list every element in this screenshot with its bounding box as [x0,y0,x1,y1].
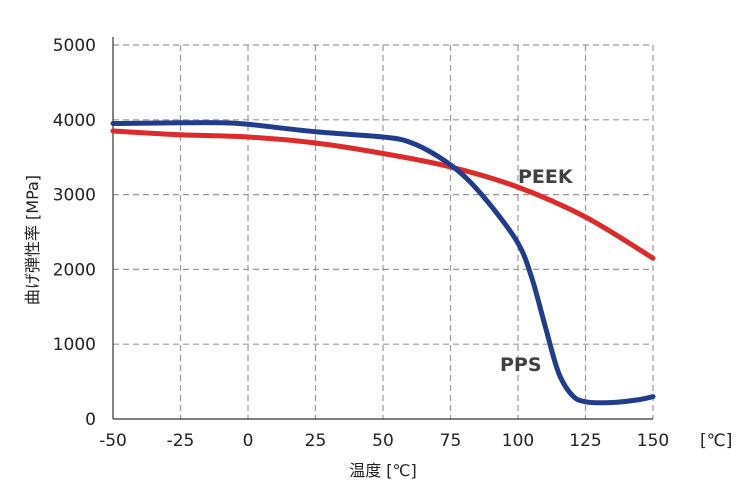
y-tick-label: 0 [85,410,96,430]
y-axis-title: 曲げ弾性率 [MPa] [23,175,42,305]
x-tick-label: 75 [440,431,462,451]
y-tick-label: 3000 [53,186,96,206]
y-tick-label: 5000 [53,36,96,56]
x-unit-label: [℃] [700,431,732,451]
x-tick-labels: -50 -25 0 25 50 75 100 125 150 [99,431,669,451]
y-tick-label: 1000 [53,335,96,355]
grid [113,44,654,419]
series-label-pps: PPS [500,354,542,376]
series-label-peek: PEEK [518,166,574,188]
series-lines [110,120,656,406]
x-tick-label: 50 [372,431,394,451]
x-tick-label: -25 [167,431,195,451]
x-axis-title: 温度 [℃] [349,461,417,480]
axes [112,37,653,420]
x-tick-label: 150 [637,431,669,451]
y-tick-label: 4000 [53,111,96,131]
x-tick-label: 125 [569,431,601,451]
series-line-peek [110,128,656,261]
x-tick-label: 25 [305,431,327,451]
y-tick-label: 2000 [53,260,96,280]
series-line-pps [110,120,656,406]
x-tick-label: 100 [502,431,534,451]
x-tick-label: -50 [99,431,127,451]
x-tick-label: 0 [243,431,254,451]
y-tick-labels: 0 1000 2000 3000 4000 5000 [53,36,96,430]
